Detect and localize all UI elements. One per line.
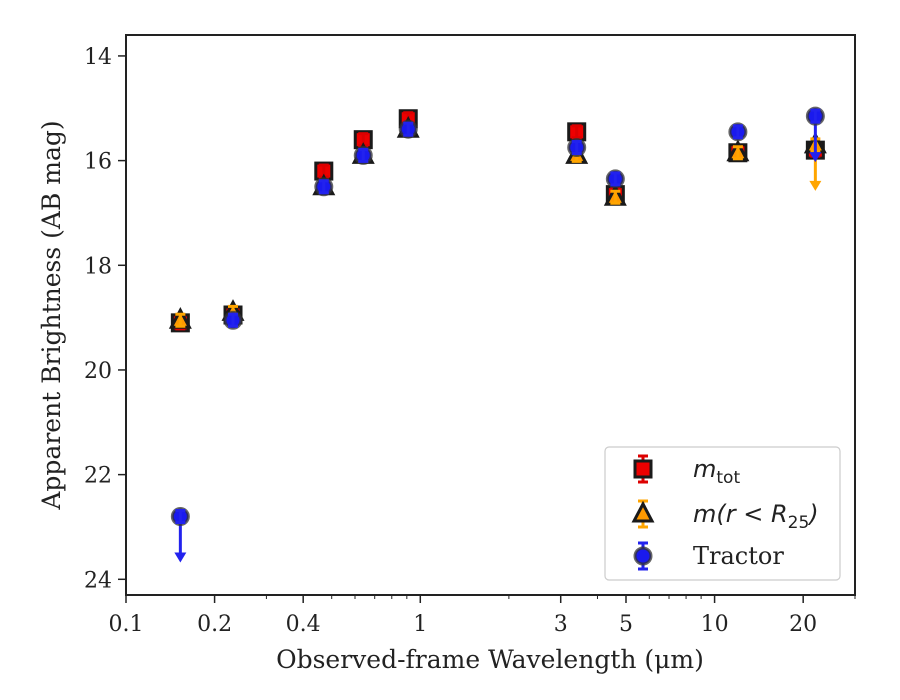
legend-entry-tractor: Tractor — [633, 541, 784, 571]
y-tick-label: 16 — [84, 150, 112, 175]
x-tick-label: 20 — [789, 612, 817, 637]
x-tick-label: 5 — [619, 612, 633, 637]
plot-frame — [125, 34, 856, 596]
x-tick-label: 0.1 — [109, 612, 144, 637]
data-markers — [168, 106, 827, 563]
y-tick-label: 22 — [84, 464, 112, 489]
axis-ticks: 0.1 0.2 0.4 1 3 5 10 20 14 16 18 20 22 24 — [84, 45, 856, 637]
y-axis-label: Apparent Brightness (AB mag) — [37, 120, 66, 510]
x-tick-label: 3 — [554, 612, 568, 637]
legend-label-main: m(r < R — [693, 500, 788, 528]
legend-entry-mtot: mtot — [633, 454, 740, 488]
legend-box — [604, 446, 841, 581]
tractor-arrowhead — [174, 552, 187, 563]
y-tick-label: 24 — [84, 568, 112, 593]
legend-marker-circle — [633, 546, 653, 566]
tractor-arrowhead — [809, 152, 822, 163]
series-tractor — [170, 106, 825, 563]
legend-label-subscript: tot — [716, 468, 740, 488]
legend-marker-triangle — [631, 500, 655, 523]
x-tick-label: 1 — [413, 612, 427, 637]
legend-label-suffix: ) — [807, 500, 818, 528]
legend-marker-square — [633, 459, 653, 479]
series-mr25 — [168, 115, 827, 329]
x-axis-label: Observed-frame Wavelength (μm) — [276, 645, 704, 674]
legend-label: m(r < R25) — [693, 500, 819, 533]
mr25-arrowhead — [809, 180, 822, 191]
legend-label-main: m — [693, 455, 716, 483]
legend-entry-mr25: m(r < R25) — [631, 499, 819, 533]
y-tick-label: 20 — [84, 359, 112, 384]
y-tick-label: 18 — [84, 254, 112, 279]
legend-label: Tractor — [693, 542, 784, 570]
legend-label: mtot — [693, 455, 740, 488]
y-tick-label: 14 — [84, 45, 112, 70]
x-tick-label: 10 — [701, 612, 729, 637]
legend: mtot m(r < R25) Tractor — [604, 446, 841, 581]
x-tick-label: 0.2 — [197, 612, 232, 637]
legend-label-subscript: 25 — [788, 513, 810, 533]
x-tick-label: 0.4 — [286, 612, 321, 637]
series-mtot — [170, 109, 825, 333]
